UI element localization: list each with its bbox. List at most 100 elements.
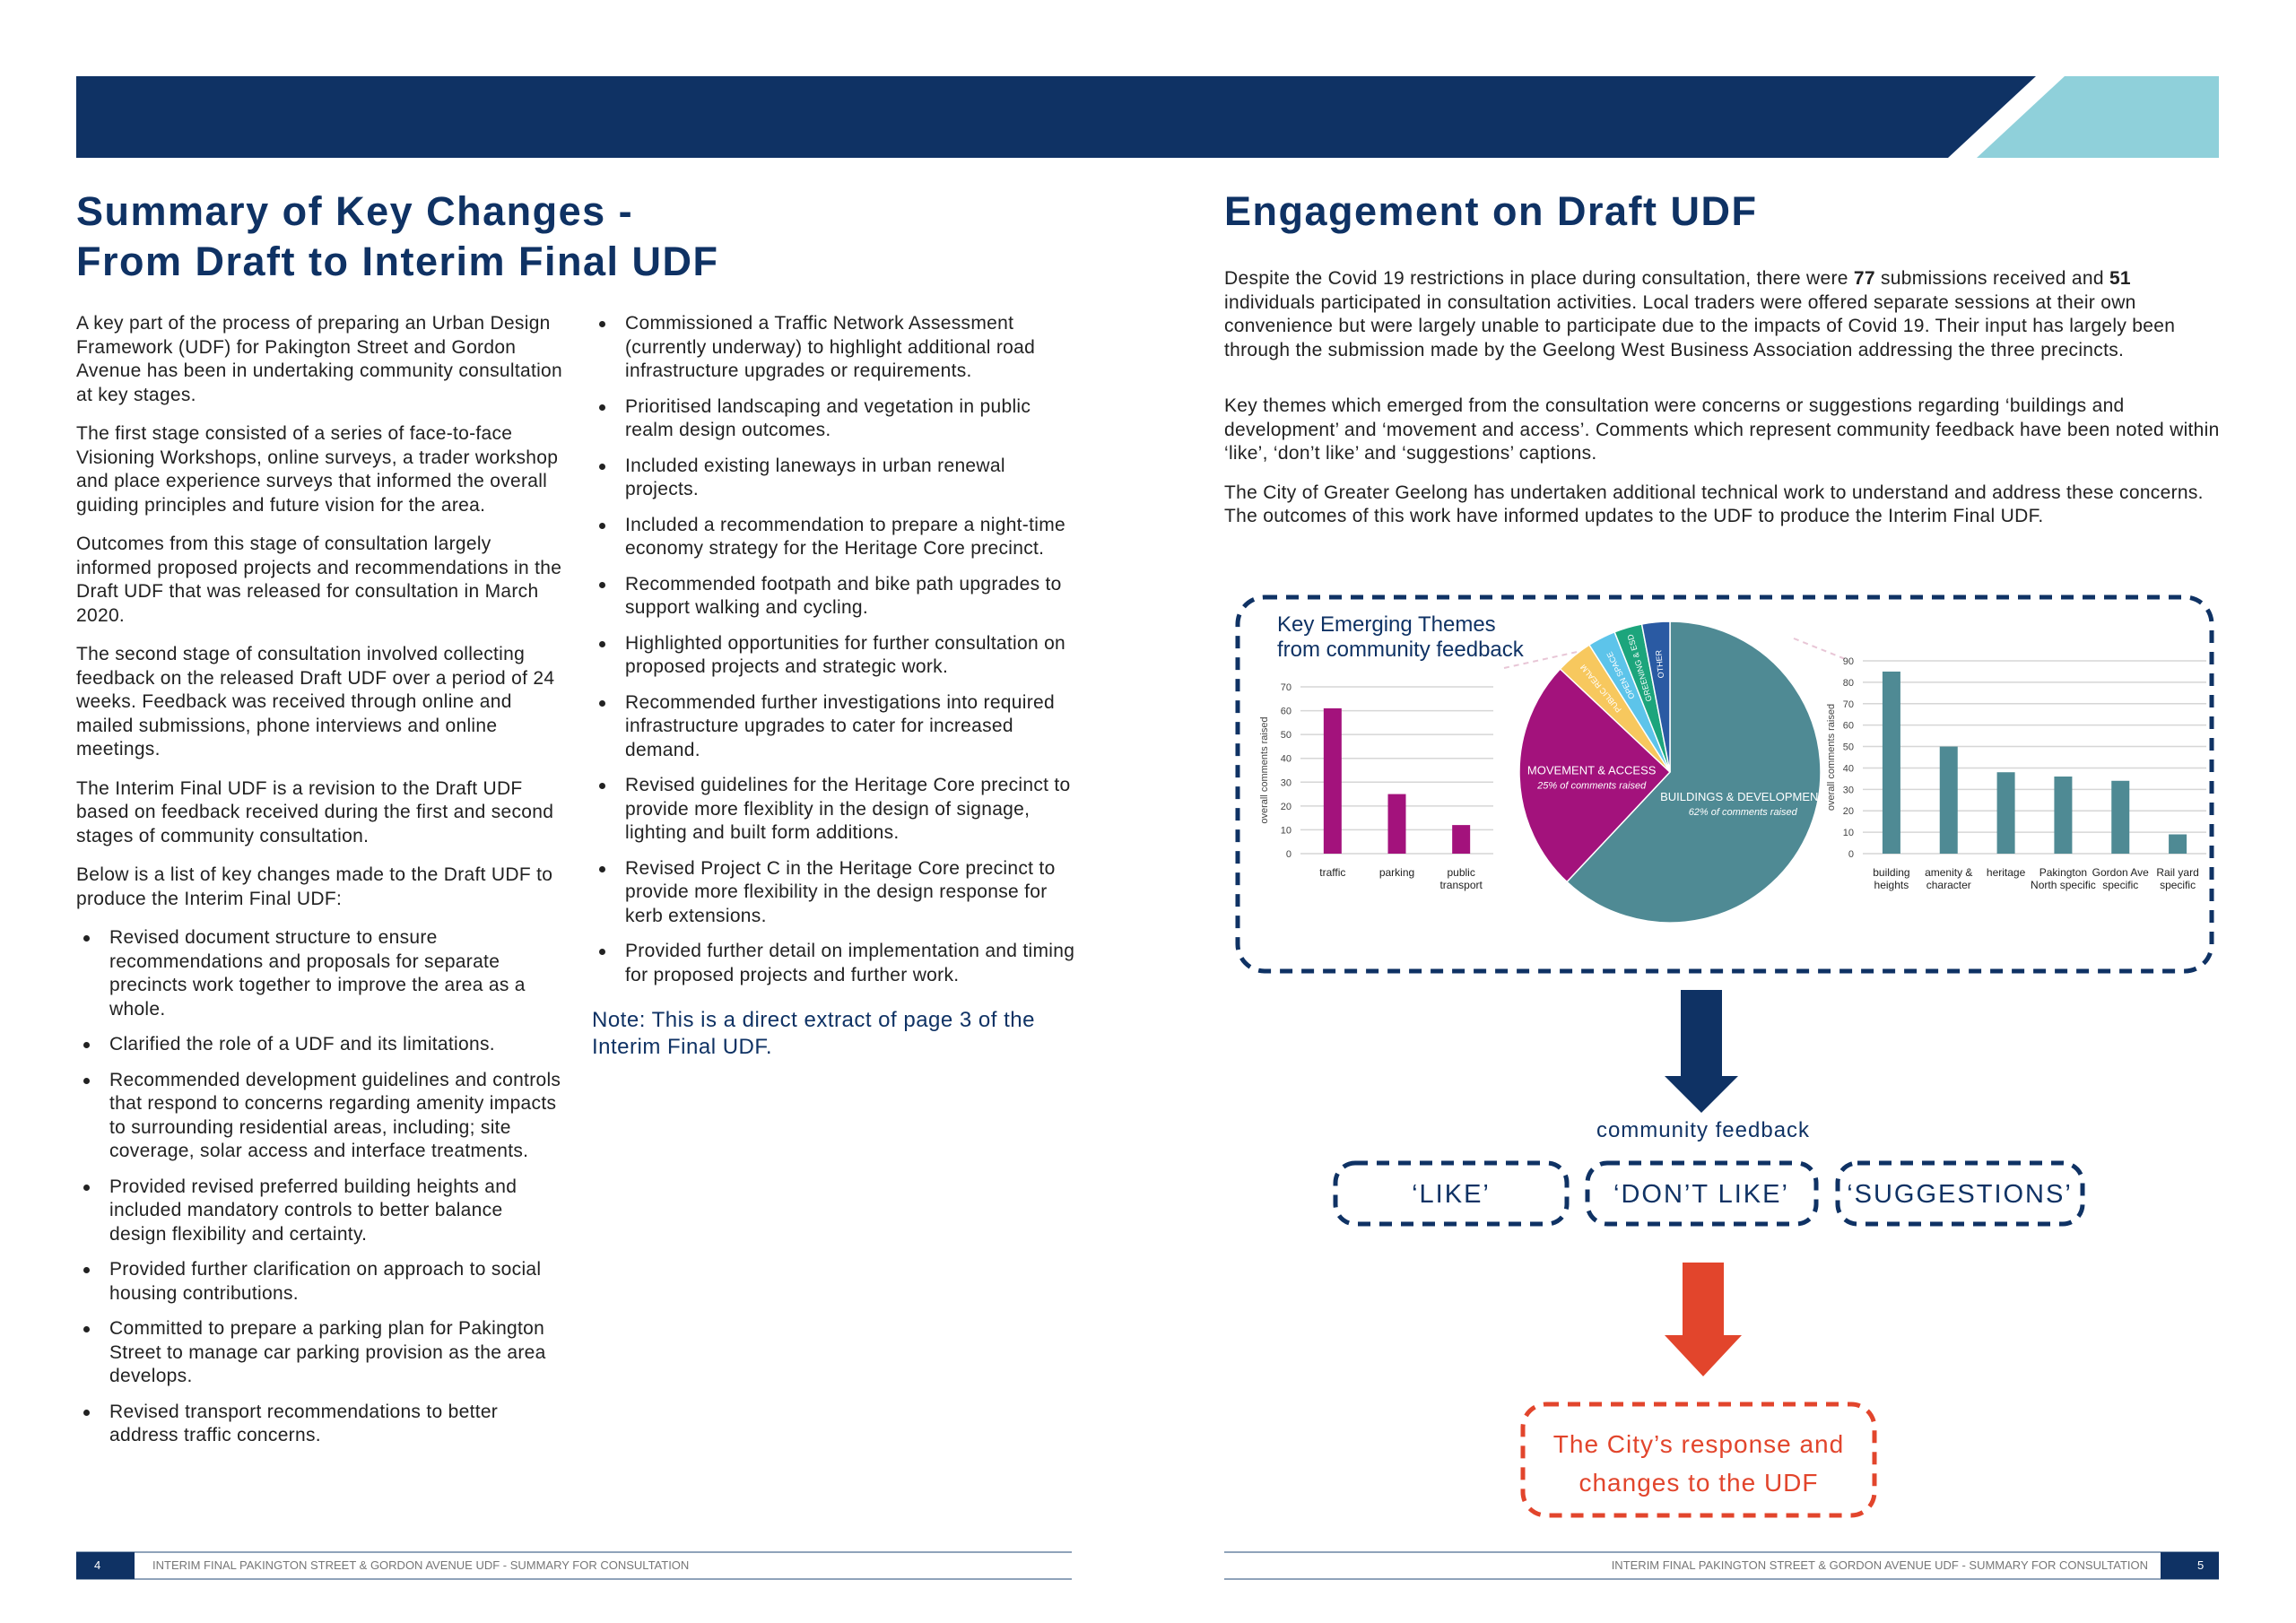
title-line: Summary of Key Changes - — [76, 188, 634, 234]
paragraph: The Interim Final UDF is a revision to t… — [76, 777, 554, 846]
x-tick-label: public transport — [1439, 866, 1483, 891]
response-text: changes to the UDF — [1578, 1469, 1818, 1497]
footer-text: INTERIM FINAL PAKINGTON STREET & GORDON … — [1612, 1558, 2148, 1572]
y-tick-label: 0 — [1848, 849, 1854, 860]
x-tick-label: heritage — [1986, 866, 2026, 879]
bullet-item: Revised guidelines for the Heritage Core… — [592, 774, 1081, 846]
feedback-box — [1333, 1160, 1570, 1227]
footer-text: INTERIM FINAL PAKINGTON STREET & GORDON … — [152, 1558, 689, 1572]
bar — [1323, 707, 1342, 854]
pie-slice — [1565, 621, 1822, 924]
x-tick-label: parking — [1378, 866, 1415, 879]
y-tick-label: 10 — [1843, 828, 1854, 838]
note: Note: This is a direct extract of page 3… — [592, 1008, 1035, 1059]
bar — [1939, 746, 1958, 854]
bullet-list: Commissioned a Traffic Network Assessmen… — [592, 312, 1081, 987]
bullet-item: Prioritised landscaping and vegetation i… — [592, 395, 1081, 443]
feedback-box — [1835, 1160, 2085, 1227]
bullet-item: Recommended development guidelines and c… — [76, 1069, 565, 1164]
header-accent — [1977, 76, 2219, 158]
arrow — [1665, 1263, 1742, 1376]
bar — [1387, 794, 1406, 854]
x-tick-label: Rail yard specific — [2156, 866, 2199, 891]
slice-label: OTHER — [1654, 649, 1665, 679]
pie-slice — [1518, 667, 1672, 883]
bullet-item: Provided further detail on implementatio… — [592, 940, 1081, 987]
y-tick-label: 40 — [1843, 763, 1854, 774]
bullet-item: Clarified the role of a UDF and its limi… — [76, 1033, 565, 1057]
paragraph: The first stage consisted of a series of… — [76, 423, 559, 516]
text-run: Despite the Covid 19 restrictions in pla… — [1224, 268, 1854, 289]
bullet-item: Highlighted opportunities for further co… — [592, 632, 1081, 680]
feedback-box-label: ‘LIKE’ — [1412, 1180, 1491, 1209]
paragraph: A key part of the process of preparing a… — [76, 313, 563, 405]
y-tick-label: 0 — [1286, 849, 1292, 860]
bar — [1996, 772, 2015, 854]
x-tick-label: amenity & character — [1925, 866, 1973, 891]
y-tick-label: 20 — [1843, 806, 1854, 817]
feedback-label: community feedback — [1596, 1118, 1810, 1142]
bullet-item: Committed to prepare a parking plan for … — [76, 1317, 565, 1389]
right-intro: Despite the Covid 19 restrictions in pla… — [1224, 267, 2222, 544]
left-title: Summary of Key Changes - From Draft to I… — [76, 187, 719, 287]
y-tick-label: 10 — [1281, 825, 1292, 836]
slice-note: 25% of comments raised — [1536, 781, 1647, 792]
bullet-item: Provided further clarification on approa… — [76, 1258, 565, 1306]
x-tick-label: Pakington North specific — [2031, 866, 2096, 891]
feedback-box-label: ‘DON’T LIKE’ — [1613, 1180, 1789, 1209]
y-tick-label: 20 — [1281, 802, 1292, 812]
bullet-item: Revised Project C in the Heritage Core p… — [592, 857, 1081, 929]
pie-slice — [1640, 621, 1671, 773]
x-tick-label: Gordon Ave specific — [2092, 866, 2149, 891]
paragraph: Below is a list of key changes made to t… — [76, 864, 553, 909]
bar — [2111, 780, 2130, 854]
y-axis-label: overall comments raised — [1259, 716, 1270, 823]
bullet-item: Revised document structure to ensure rec… — [76, 926, 565, 1021]
arrow — [1665, 990, 1738, 1113]
bullet-item: Recommended further investigations into … — [592, 691, 1081, 763]
bullet-item: Provided revised preferred building heig… — [76, 1176, 565, 1247]
right-title: Engagement on Draft UDF — [1224, 188, 1758, 234]
y-tick-label: 60 — [1281, 707, 1292, 717]
bar — [2169, 834, 2187, 854]
middle-column: Commissioned a Traffic Network Assessmen… — [592, 312, 1081, 1061]
connector — [1793, 638, 1848, 661]
text-run: submissions received and — [1874, 268, 2109, 289]
chart-frame — [1235, 595, 2214, 974]
y-tick-label: 70 — [1843, 699, 1854, 710]
y-tick-label: 30 — [1281, 777, 1292, 788]
header-bar — [76, 76, 2036, 158]
slice-label: MOVEMENT & ACCESS — [1527, 764, 1657, 777]
bullet-item: Commissioned a Traffic Network Assessmen… — [592, 312, 1081, 384]
paragraph: The City of Greater Geelong has undertak… — [1224, 482, 2204, 527]
themes-title: from community feedback — [1277, 638, 1525, 662]
y-tick-label: 60 — [1843, 721, 1854, 732]
y-tick-label: 40 — [1281, 754, 1292, 765]
bar — [1882, 671, 1900, 854]
page-number: 4 — [94, 1558, 100, 1572]
paragraph: Outcomes from this stage of consultation… — [76, 534, 562, 626]
bullet-item: Revised transport recommendations to bet… — [76, 1401, 565, 1448]
left-column: A key part of the process of preparing a… — [76, 312, 565, 1460]
page-number: 5 — [2197, 1558, 2204, 1572]
bullet-item: Recommended footpath and bike path upgra… — [592, 573, 1081, 621]
x-tick-label: building heights — [1873, 866, 1910, 891]
response-box — [1520, 1402, 1877, 1518]
y-axis-label: overall comments raised — [1826, 704, 1837, 811]
y-tick-label: 70 — [1281, 682, 1292, 693]
y-tick-label: 90 — [1843, 656, 1854, 667]
y-tick-label: 50 — [1281, 730, 1292, 741]
response-text: The City’s response and — [1553, 1430, 1844, 1458]
bullet-list: Revised document structure to ensure rec… — [76, 926, 565, 1448]
text-run: individuals participated in consultation… — [1224, 291, 2176, 360]
paragraph: Despite the Covid 19 restrictions in pla… — [1224, 267, 2222, 362]
slice-label: BUILDINGS & DEVELOPMENT — [1660, 790, 1825, 803]
x-tick-label: traffic — [1319, 866, 1346, 879]
bullet-item: Included a recommendation to prepare a n… — [592, 514, 1081, 561]
connector — [1503, 645, 1606, 669]
bar — [2054, 777, 2073, 854]
page-number-box — [2161, 1552, 2219, 1579]
paragraph: The second stage of consultation involve… — [76, 644, 555, 759]
